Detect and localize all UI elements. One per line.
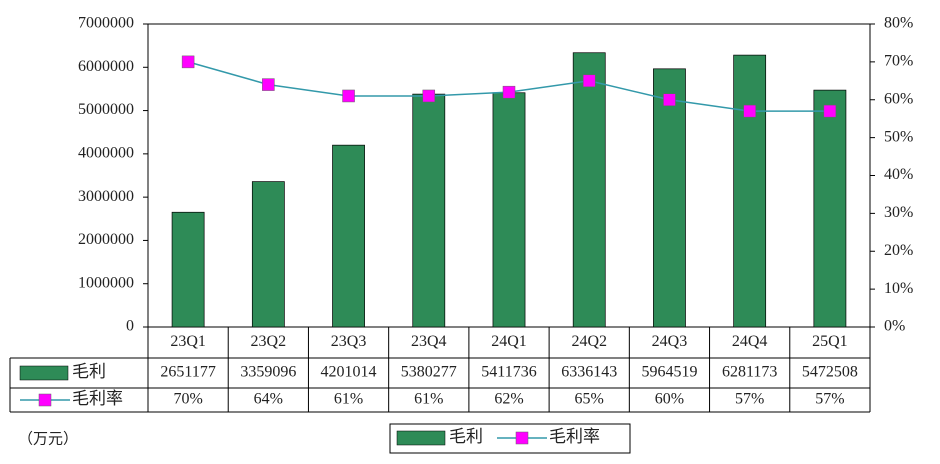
table-legend-label: 毛利 [72, 362, 106, 381]
line-marker [181, 55, 195, 69]
table-value: 3359096 [240, 364, 296, 381]
unit-note: （万元） [18, 430, 78, 447]
line-marker [502, 85, 516, 99]
line-marker [262, 78, 275, 91]
table-value: 5472508 [802, 364, 858, 381]
y2-tick-label: 40% [884, 166, 913, 183]
bar [733, 54, 767, 328]
table-value: 4201014 [321, 364, 377, 381]
line-marker [582, 74, 596, 88]
table-legend-label: 毛利率 [72, 389, 123, 408]
line-marker [663, 93, 676, 106]
y2-tick-label: 50% [884, 128, 913, 145]
table-value: 62% [494, 391, 523, 408]
y-tick-label: 6000000 [78, 58, 134, 75]
y2-tick-label: 20% [884, 242, 913, 259]
table-value: 6281173 [722, 364, 777, 381]
y-tick-label: 1000000 [78, 274, 134, 291]
bar [492, 92, 526, 328]
table-value: 70% [173, 391, 202, 408]
y2-tick-label: 10% [884, 280, 913, 297]
line-marker [342, 89, 355, 103]
bar [171, 211, 205, 328]
y2-tick-label: 70% [884, 53, 913, 70]
x-tick-label: 23Q3 [331, 333, 367, 350]
line-marker [743, 104, 756, 118]
table-value: 5411736 [481, 364, 536, 381]
table-value: 65% [575, 391, 604, 408]
table-value: 5380277 [401, 364, 457, 381]
x-tick-label: 25Q1 [812, 333, 848, 350]
y2-tick-label: 30% [884, 204, 913, 221]
bar [332, 144, 365, 328]
table-legend-rect [19, 365, 69, 381]
line-marker [422, 89, 436, 103]
table-value: 6336143 [561, 364, 617, 381]
bar [813, 89, 847, 328]
y2-tick-label: 0% [884, 318, 905, 335]
table-value: 64% [254, 391, 283, 408]
y-tick-label: 0 [126, 318, 134, 335]
y2-tick-label: 60% [884, 90, 913, 107]
x-tick-label: 23Q4 [411, 333, 447, 350]
bar [572, 52, 606, 328]
x-tick-label: 24Q2 [571, 333, 607, 350]
legend-rect [396, 430, 446, 446]
table-value: 61% [334, 391, 363, 408]
legend-marker [515, 431, 529, 445]
table-legend-marker [38, 393, 52, 407]
table-value: 57% [735, 391, 764, 408]
table-value: 2651177 [160, 364, 215, 381]
x-tick-label: 24Q1 [491, 333, 527, 350]
x-tick-label: 24Q4 [732, 333, 768, 350]
y-tick-label: 4000000 [78, 145, 134, 162]
legend-label: 毛利 [449, 427, 483, 446]
bar [251, 181, 285, 328]
y-tick-label: 7000000 [78, 15, 134, 32]
table-value: 5964519 [641, 364, 697, 381]
y2-tick-label: 80% [884, 15, 913, 32]
legend-label: 毛利率 [549, 427, 600, 446]
table-value: 61% [414, 391, 443, 408]
line-marker [823, 104, 837, 118]
y-tick-label: 5000000 [78, 101, 134, 118]
x-tick-label: 23Q2 [251, 333, 287, 350]
table-value: 60% [655, 391, 684, 408]
table-value: 57% [815, 391, 844, 408]
bar [412, 93, 446, 328]
x-tick-label: 23Q1 [170, 333, 206, 350]
bar [653, 68, 686, 328]
y-tick-label: 3000000 [78, 188, 134, 205]
x-tick-label: 24Q3 [652, 333, 688, 350]
y-tick-label: 2000000 [78, 231, 134, 248]
